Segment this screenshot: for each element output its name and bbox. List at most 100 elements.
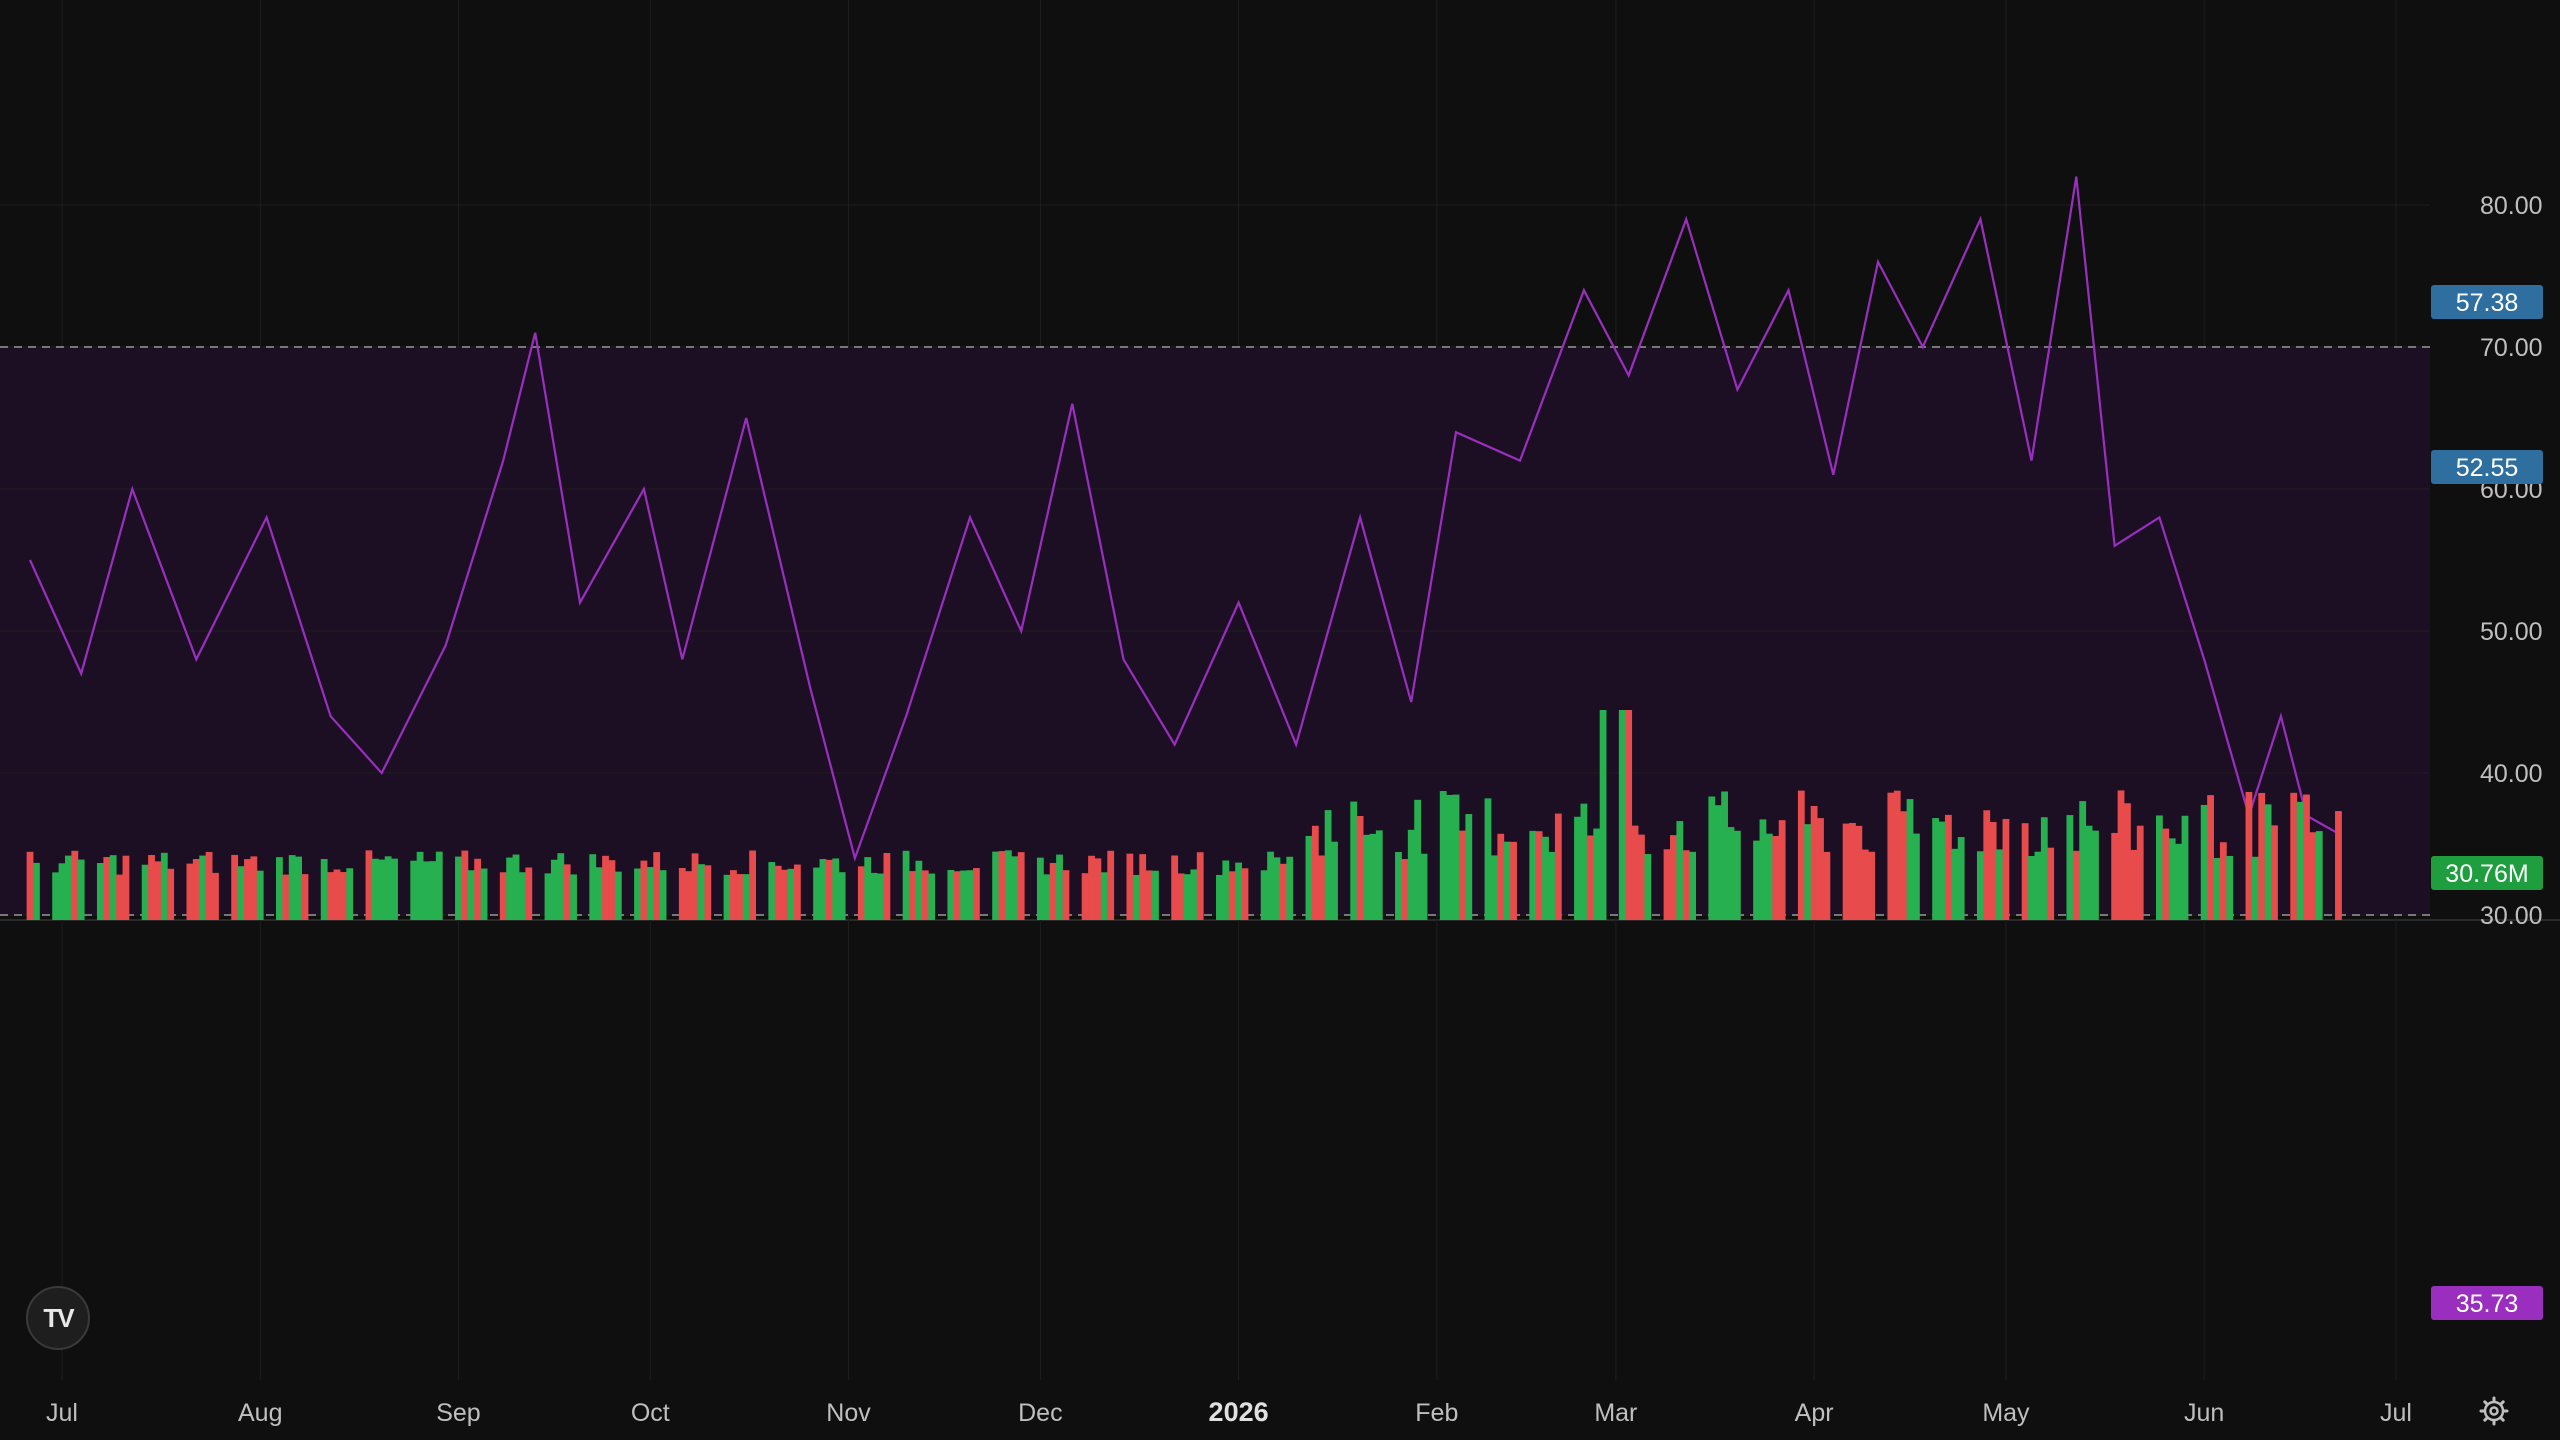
- volume-bar: [698, 864, 705, 920]
- rsi-tick-label: 50.00: [2480, 618, 2543, 646]
- volume-bar: [141, 864, 149, 920]
- volume-bar: [1043, 874, 1051, 920]
- ma-slow-badge-label: 52.55: [2456, 454, 2519, 482]
- volume-bar: [2335, 811, 2342, 920]
- volume-bar: [2111, 832, 2119, 920]
- volume-bar: [2168, 838, 2176, 920]
- volume-bar: [1944, 814, 1952, 920]
- volume-bar: [1861, 849, 1869, 920]
- volume-bar: [1753, 840, 1760, 920]
- volume-bar: [723, 874, 731, 920]
- time-tick-label: Dec: [1018, 1399, 1062, 1427]
- volume-bar: [1414, 799, 1422, 920]
- volume-bar: [793, 864, 801, 920]
- volume-bar: [1184, 874, 1191, 920]
- volume-bar: [1772, 835, 1780, 920]
- volume-bar: [2309, 832, 2317, 920]
- volume-bar: [2136, 825, 2144, 920]
- tradingview-logo[interactable]: TV: [26, 1286, 90, 1350]
- volume-bar: [634, 868, 641, 920]
- volume-bar: [838, 872, 846, 920]
- volume-bar: [1797, 790, 1805, 920]
- volume-bar: [768, 862, 776, 920]
- volume-bar: [2315, 831, 2323, 920]
- volume-bar: [1049, 862, 1057, 920]
- volume-bar: [1900, 811, 1908, 920]
- volume-bar: [1951, 848, 1959, 920]
- volume-bar: [1810, 805, 1818, 920]
- volume-bar: [365, 850, 373, 920]
- volume-bar: [1887, 792, 1895, 920]
- volume-bar: [1625, 710, 1633, 920]
- volume-bar: [346, 868, 354, 920]
- volume-bar: [825, 859, 833, 920]
- volume-bar: [1983, 810, 1991, 920]
- volume-bar: [26, 851, 34, 920]
- volume-bar: [1401, 859, 1409, 920]
- volume-bar: [256, 870, 264, 920]
- volume-bar: [1976, 851, 1984, 920]
- volume-bar: [1823, 851, 1831, 920]
- time-tick-label: Jun: [2184, 1399, 2224, 1427]
- time-tick-label: Mar: [1594, 1399, 1637, 1427]
- volume-bar: [2258, 792, 2266, 920]
- volume-bar: [429, 861, 437, 920]
- volume-bar: [109, 855, 117, 920]
- volume-bar: [52, 872, 60, 920]
- volume-bar: [966, 870, 974, 920]
- volume-bar: [1542, 836, 1549, 920]
- volume-bar: [288, 855, 296, 920]
- volume-bar: [1286, 856, 1294, 920]
- volume-bar: [1190, 869, 1198, 920]
- time-tick-label: Sep: [436, 1399, 480, 1427]
- volume-bar: [480, 868, 488, 920]
- volume-bar: [467, 870, 475, 920]
- rsi-tick-label: 40.00: [2480, 760, 2543, 788]
- volume-bar: [1056, 854, 1063, 920]
- volume-bar: [704, 865, 712, 920]
- volume-bar: [423, 861, 430, 920]
- volume-bar: [960, 870, 968, 920]
- volume-bar: [1580, 803, 1588, 920]
- volume-bar: [909, 871, 916, 920]
- volume-badge: 30.76M: [2431, 856, 2543, 890]
- volume-bar: [301, 874, 309, 920]
- volume-bar: [1490, 855, 1498, 920]
- volume-bar: [410, 860, 418, 920]
- volume-bar: [2296, 801, 2304, 920]
- volume-bar: [2085, 825, 2093, 920]
- volume-bar: [742, 874, 750, 920]
- volume-bar: [2290, 792, 2298, 920]
- volume-bar: [2130, 849, 2138, 920]
- volume-bar: [2040, 817, 2048, 920]
- volume-bar: [544, 873, 552, 920]
- volume-bar: [455, 856, 462, 920]
- volume-bar: [1452, 794, 1460, 920]
- volume-bar: [1638, 834, 1645, 920]
- volume-bar: [921, 870, 929, 920]
- volume-bar: [1305, 835, 1313, 920]
- volume-bar: [519, 872, 526, 920]
- volume-bar: [1107, 850, 1115, 920]
- volume-bar: [1574, 816, 1581, 920]
- volume-bar: [160, 852, 168, 920]
- ma-fast-badge-box: [2431, 285, 2543, 319]
- volume-bar: [2034, 851, 2042, 920]
- volume-bar: [1216, 874, 1223, 920]
- volume-bar: [2213, 857, 2221, 920]
- volume-bar: [1855, 825, 1863, 920]
- volume-bar: [512, 854, 520, 920]
- volume-bar: [787, 868, 795, 920]
- volume-bar: [1817, 818, 1824, 920]
- volume-bars: [26, 710, 2342, 920]
- volume-bar: [2124, 803, 2131, 920]
- rsi-badge-label: 35.73: [2456, 1290, 2519, 1318]
- volume-badge-label: 30.76M: [2445, 860, 2528, 888]
- volume-bar: [1989, 822, 1997, 920]
- volume-bar: [1727, 827, 1735, 920]
- volume-bar: [1324, 810, 1332, 920]
- gear-icon[interactable]: [2478, 1395, 2510, 1427]
- volume-bar: [339, 872, 347, 920]
- volume-bar: [96, 863, 104, 920]
